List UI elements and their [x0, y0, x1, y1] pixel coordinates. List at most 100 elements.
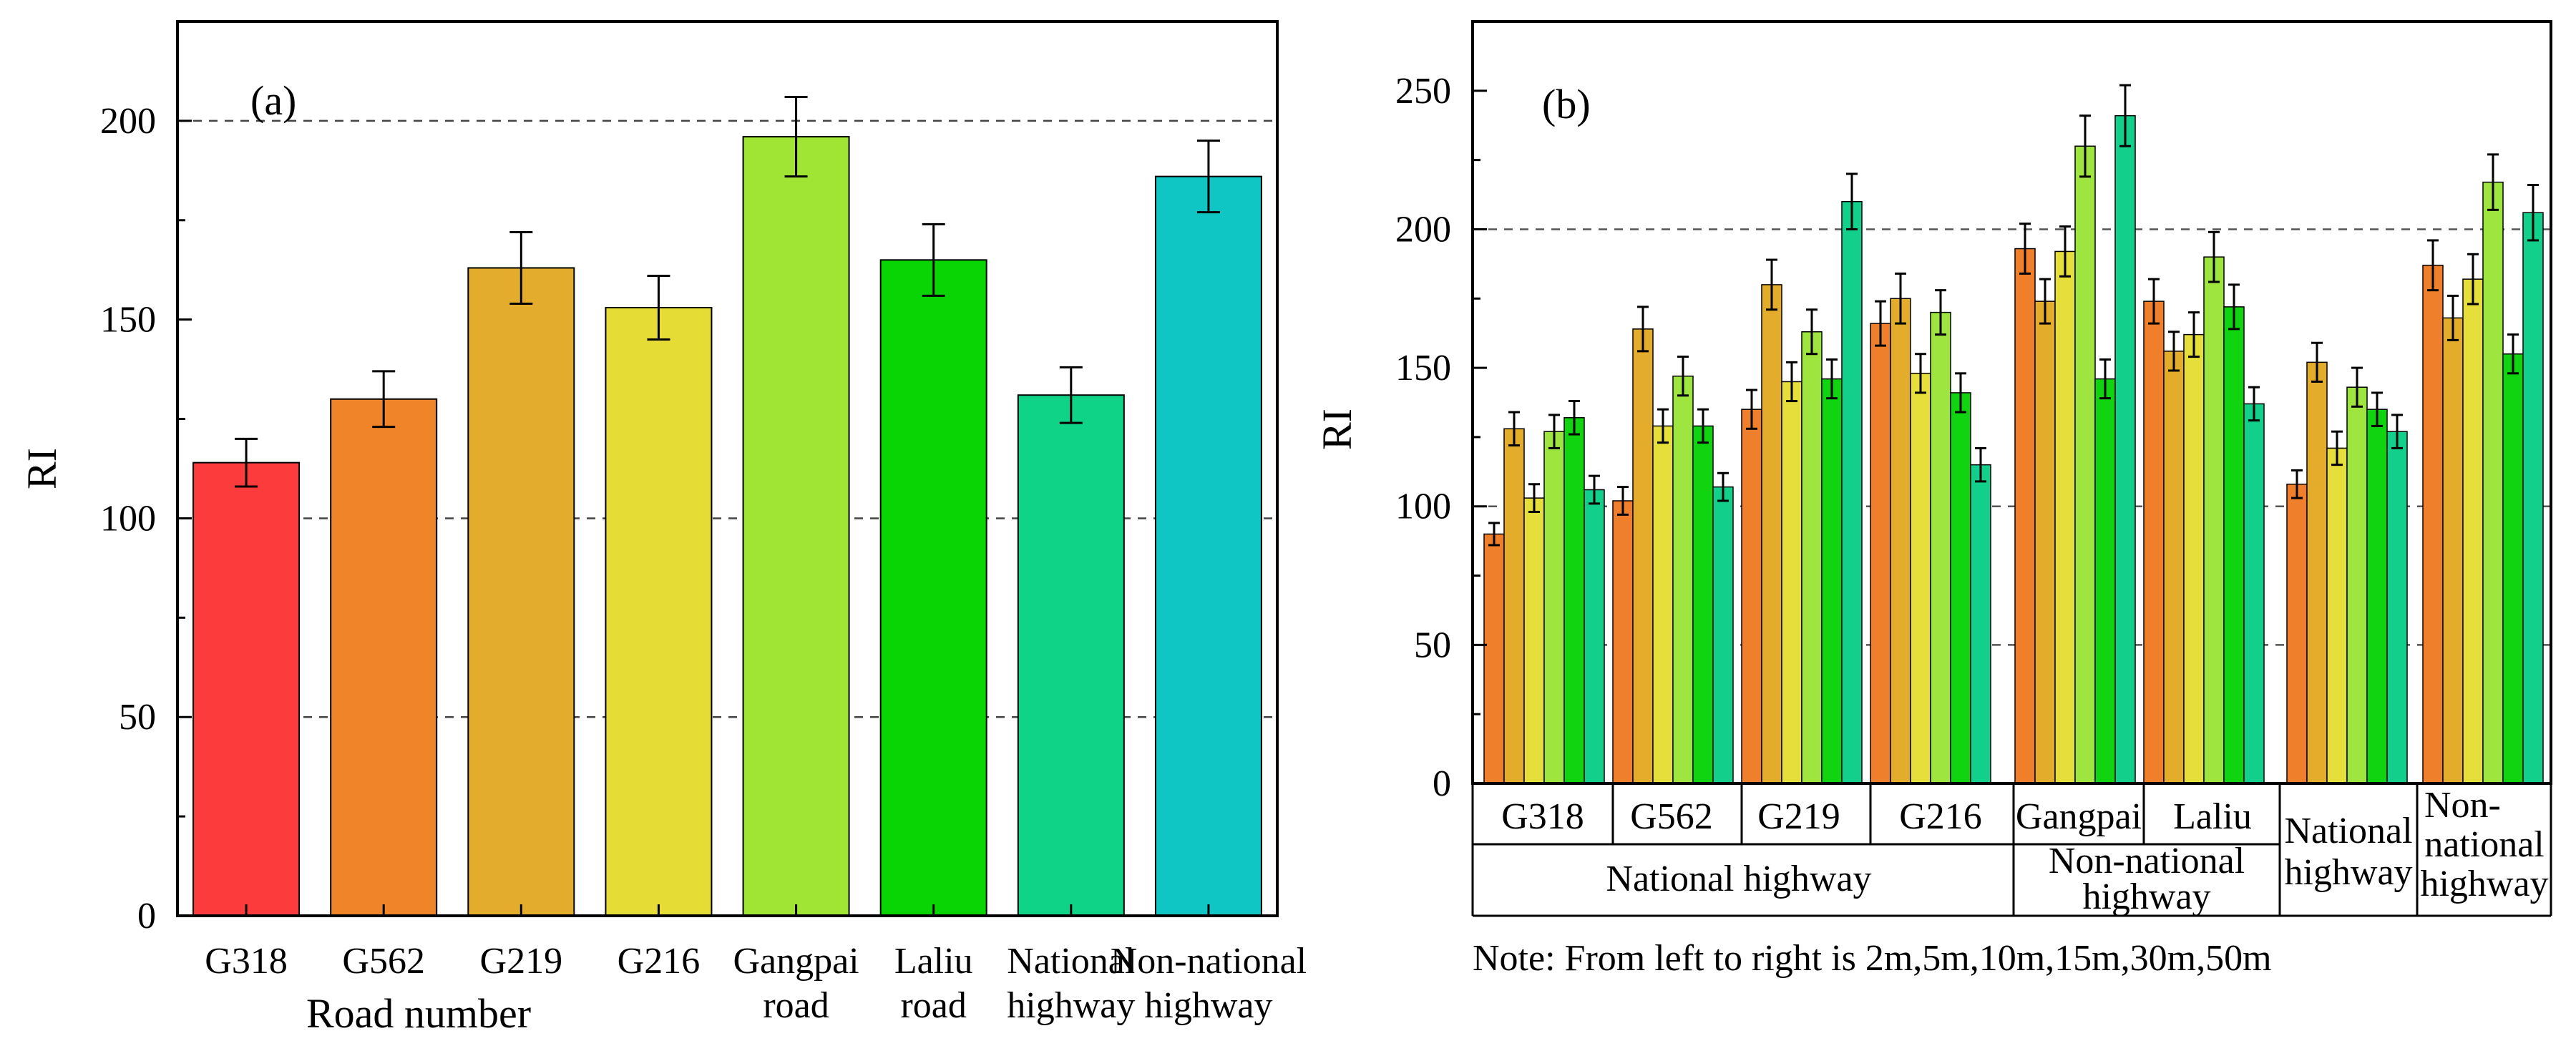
- group-label-national-highway: National highway: [1606, 859, 1871, 899]
- bar-g1-s0: [1612, 500, 1634, 784]
- y-tick-label: 200: [1395, 209, 1451, 250]
- bar-g2-s5: [1841, 200, 1863, 784]
- bar-g1-s1: [1632, 328, 1654, 784]
- x-tick-label-7: highway: [2420, 864, 2548, 904]
- bar-g0-s1: [1503, 428, 1525, 784]
- bar-7: [1154, 175, 1262, 917]
- bar-g1-s5: [1712, 486, 1734, 784]
- bar-4: [742, 136, 850, 917]
- chart-panel-a: G318 G562 G219 G216 GangpairoadLaliuroadNati…: [19, 20, 1307, 1037]
- bar-g6-s5: [2386, 431, 2408, 784]
- panel-label: (b): [1542, 81, 1591, 127]
- x-tick-label-6: National: [2284, 811, 2412, 851]
- x-tick-label-7: Non-national: [1111, 941, 1307, 982]
- bar-g5-s2: [2183, 333, 2205, 784]
- bar-1: [330, 398, 438, 917]
- bar-g4-s3: [2074, 145, 2096, 784]
- bar-g0-s5: [1584, 489, 1605, 784]
- bar-g6-s2: [2326, 447, 2348, 784]
- y-tick-label: 150: [1395, 348, 1451, 388]
- bar-g5-s1: [2163, 351, 2185, 784]
- x-tick-label-5: Laliu: [894, 941, 973, 982]
- x-axis-label: Road number: [306, 990, 531, 1037]
- bar-3: [605, 307, 713, 917]
- bar-g3-s1: [1890, 298, 1911, 784]
- bar-g3-s4: [1950, 392, 1971, 784]
- bar-g4-s2: [2054, 250, 2076, 784]
- bar-g6-s0: [2286, 483, 2308, 784]
- x-tick-label-6: highway: [1007, 985, 1135, 1026]
- bar-g3-s3: [1930, 311, 1951, 784]
- bar-g4-s1: [2034, 300, 2056, 784]
- x-tick-label-1: G562: [1630, 796, 1713, 837]
- panel-label: (a): [250, 77, 296, 124]
- bar-g0-s3: [1543, 431, 1565, 784]
- bar-g2-s4: [1821, 378, 1843, 784]
- x-tick-label-5: road: [900, 985, 966, 1026]
- bar-g2-s1: [1761, 284, 1782, 784]
- bar-g2-s2: [1781, 381, 1802, 784]
- y-tick-label: 250: [1395, 71, 1451, 112]
- plot-frame: [1471, 20, 2552, 785]
- x-tick-label-7: Non-: [2424, 785, 2501, 826]
- bar-g3-s0: [1870, 323, 1891, 784]
- x-tick-label-5: Laliu: [2173, 796, 2252, 837]
- bar-g4-s4: [2094, 378, 2116, 784]
- x-tick-label-2: G219: [480, 941, 563, 982]
- note: Note: From left to right is 2m,5m,10m,15…: [1473, 938, 2272, 979]
- bar-g5-s0: [2143, 300, 2165, 784]
- x-tick-label-4: road: [763, 985, 829, 1026]
- bar-5: [879, 259, 987, 917]
- y-tick-label: 100: [100, 498, 156, 539]
- x-tick-label-4: Gangpai: [2016, 796, 2142, 837]
- group-label-non-national-highway: Non-national: [2049, 841, 2245, 881]
- x-tick-label-4: Gangpai: [733, 941, 859, 982]
- bar-g7-s4: [2502, 353, 2524, 784]
- bar-g5-s4: [2223, 306, 2245, 784]
- bar-g5-s3: [2203, 256, 2225, 784]
- bar-g7-s1: [2442, 317, 2464, 784]
- bar-g2-s0: [1741, 409, 1762, 784]
- x-tick-label-6: highway: [2284, 852, 2412, 893]
- y-tick-label: 50: [119, 697, 156, 738]
- x-tick-label-2: G219: [1757, 796, 1840, 837]
- bar-g0-s4: [1563, 417, 1585, 784]
- category-table: G318 G562 G219 G216 Gangpai Laliu Nationalhigh…: [1471, 783, 2552, 917]
- bar-g7-s0: [2422, 265, 2444, 784]
- chart-panel-b: 0 50 100 150 200 250 G318 G562 G219 G216 Gangpai La…: [1314, 20, 2552, 979]
- x-tick-label-7: national: [2424, 824, 2545, 865]
- x-tick-label-0: G318: [1501, 796, 1584, 837]
- x-tick-label-6: National: [1007, 941, 1135, 982]
- y-tick-label: 0: [137, 896, 156, 937]
- bar-g1-s3: [1672, 375, 1694, 784]
- plot-frame: [176, 20, 1279, 917]
- bar-g0-s2: [1523, 497, 1545, 784]
- bar-g6-s3: [2346, 386, 2368, 784]
- x-tick-label-3: G216: [1899, 796, 1982, 837]
- y-tick-label: 0: [1433, 763, 1451, 804]
- bar-g6-s4: [2366, 409, 2388, 784]
- bar-g4-s0: [2014, 248, 2036, 784]
- x-tick-label-7: highway: [1144, 985, 1272, 1026]
- x-tick-label-0: G318: [205, 941, 288, 982]
- y-tick-label: 50: [1414, 625, 1451, 665]
- y-axis-label: RI: [1314, 409, 1360, 450]
- y-tick-label: 200: [100, 101, 156, 142]
- bar-2: [467, 267, 575, 917]
- y-tick-label: 100: [1395, 487, 1451, 527]
- bar-6: [1017, 394, 1125, 917]
- x-tick-label-3: G216: [618, 941, 701, 982]
- bar-g0-s0: [1483, 533, 1505, 784]
- y-tick-label: 150: [100, 300, 156, 341]
- bar-g1-s4: [1692, 425, 1714, 784]
- x-tick-label-1: G562: [342, 941, 425, 982]
- bar-g5-s5: [2243, 403, 2265, 784]
- bar-g3-s2: [1910, 373, 1931, 784]
- bar-g2-s3: [1801, 331, 1823, 784]
- bar-g6-s1: [2306, 361, 2328, 784]
- bar-g1-s2: [1652, 425, 1674, 784]
- bar-g7-s2: [2462, 278, 2484, 784]
- bar-0: [192, 461, 301, 917]
- y-axis-label: RI: [19, 448, 65, 489]
